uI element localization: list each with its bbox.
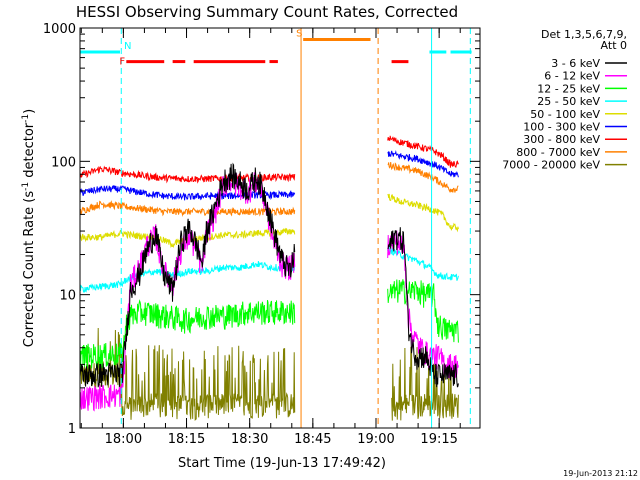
- legend-label: 7000 - 20000 keV: [502, 159, 600, 172]
- series-line-6: [79, 135, 459, 184]
- legend-label: 100 - 300 keV: [523, 121, 600, 134]
- legend-label: 12 - 25 keV: [537, 82, 600, 95]
- x-tick-label: 18:30: [231, 432, 268, 447]
- plot-area: NF S: [79, 28, 472, 428]
- legend-label: 50 - 100 keV: [530, 108, 600, 121]
- flag-label-S: S: [296, 28, 302, 39]
- y-tick-label: 1000: [43, 22, 76, 37]
- timestamp: 19-Jun-2013 21:12: [563, 469, 638, 478]
- x-tick-label: 18:45: [294, 432, 331, 447]
- series-line-0: [79, 162, 459, 388]
- y-tick-label: 1: [68, 422, 76, 437]
- series-line-4: [79, 193, 459, 249]
- series-line-2: [79, 279, 459, 370]
- series-line-7: [79, 162, 459, 217]
- series-line-8: [79, 327, 459, 421]
- y-axis-label: Corrected Count Rate (s-1 detector-1): [21, 109, 37, 347]
- legend-label: 6 - 12 keV: [544, 70, 600, 83]
- legend-label: 3 - 6 keV: [551, 57, 600, 70]
- legend-title-line: Det 1,3,5,6,7,9,: [541, 28, 627, 41]
- x-tick-label: 19:15: [420, 432, 457, 447]
- plot-frame: [79, 27, 481, 429]
- x-tick-label: 18:15: [168, 432, 205, 447]
- x-tick-label: 18:00: [105, 432, 142, 447]
- legend-label: 300 - 800 keV: [523, 133, 600, 146]
- flag-label-F: F: [119, 57, 125, 68]
- series-line-3: [79, 245, 459, 294]
- x-tick-label: 19:00: [357, 432, 394, 447]
- legend-title-line: Att 0: [601, 39, 627, 52]
- y-tick-label: 100: [51, 155, 76, 170]
- legend-label: 25 - 50 keV: [537, 95, 600, 108]
- flag-label-N: N: [124, 41, 131, 52]
- chart-title: HESSI Observing Summary Count Rates, Cor…: [76, 3, 458, 21]
- legend-label: 800 - 7000 keV: [516, 146, 600, 159]
- axes: 1 10 100 1000 18:00 18:15 18:30 18:45 19:00 19:15: [43, 22, 481, 447]
- x-axis-label: Start Time (19-Jun-13 17:49:42): [178, 456, 386, 471]
- y-tick-label: 10: [59, 289, 76, 304]
